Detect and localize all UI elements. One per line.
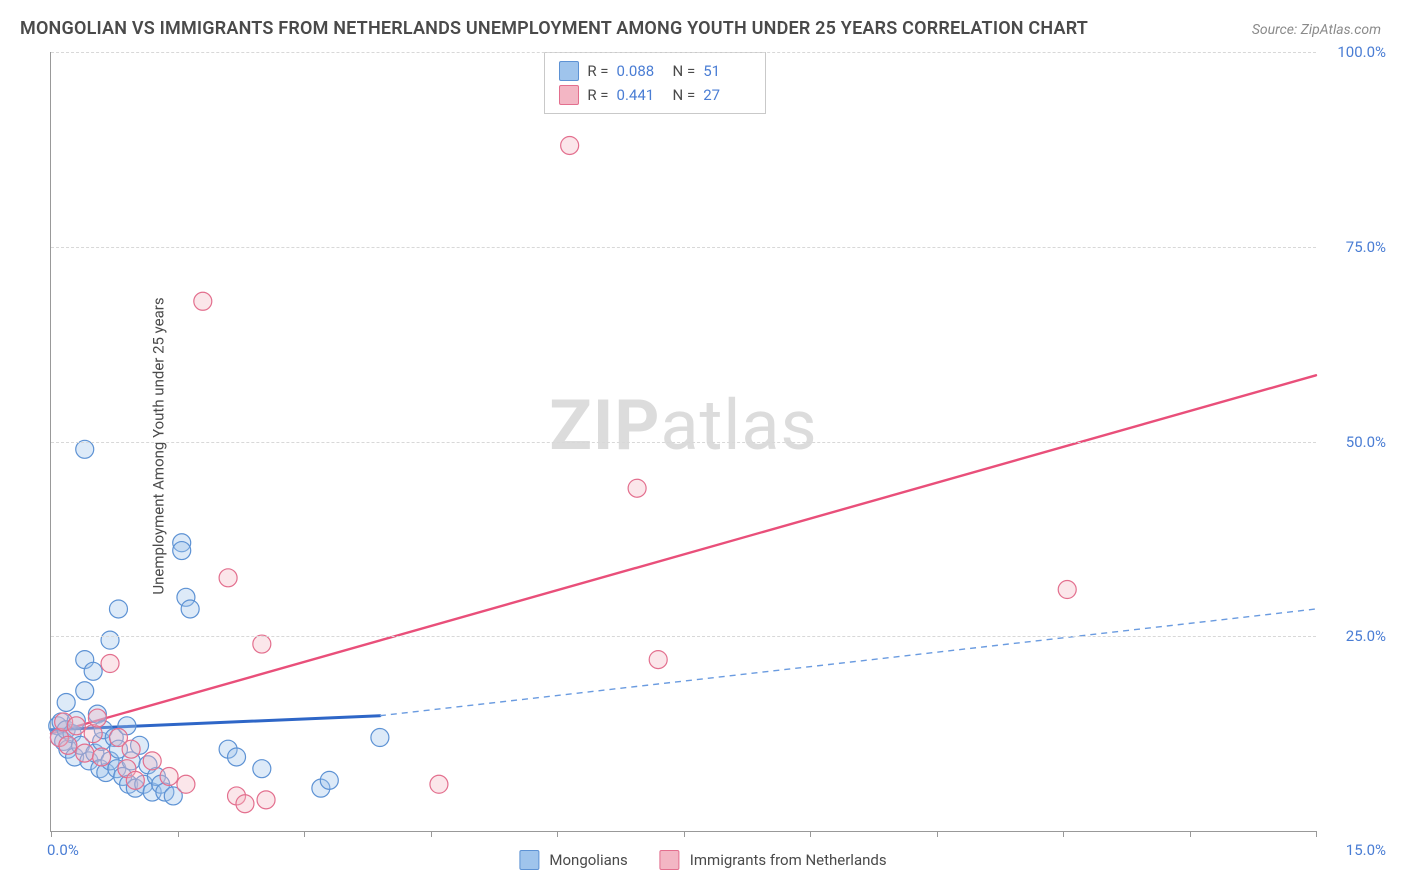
x-tick-mark xyxy=(937,831,938,837)
y-tick-label: 75.0% xyxy=(1346,238,1386,256)
correlation-row-2: R = 0.441 N = 27 xyxy=(559,83,751,107)
series-legend: Mongolians Immigrants from Netherlands xyxy=(519,850,886,870)
x-axis-max-label: 15.0% xyxy=(1346,841,1386,859)
y-tick-label: 100.0% xyxy=(1337,43,1386,61)
plot-area: ZIPatlas R = 0.088 N = 51 R = 0.441 N = … xyxy=(50,52,1316,832)
gridline xyxy=(51,636,1316,637)
x-tick-mark xyxy=(810,831,811,837)
x-tick-mark xyxy=(557,831,558,837)
x-tick-mark xyxy=(1190,831,1191,837)
source-attribution: Source: ZipAtlas.com xyxy=(1252,22,1381,38)
n-value-2: 27 xyxy=(703,83,751,107)
x-tick-mark xyxy=(304,831,305,837)
gridline xyxy=(51,52,1316,53)
correlation-row-1: R = 0.088 N = 51 xyxy=(559,59,751,83)
x-axis-min-label: 0.0% xyxy=(47,841,79,859)
correlation-legend: R = 0.088 N = 51 R = 0.441 N = 27 xyxy=(544,52,766,114)
legend-label-1: Mongolians xyxy=(549,851,627,869)
r-label: R = xyxy=(587,59,608,83)
chart-title: MONGOLIAN VS IMMIGRANTS FROM NETHERLANDS… xyxy=(20,18,1088,39)
r-label: R = xyxy=(587,83,608,107)
n-value-1: 51 xyxy=(703,59,751,83)
y-tick-label: 25.0% xyxy=(1346,627,1386,645)
y-tick-label: 50.0% xyxy=(1346,433,1386,451)
x-tick-mark xyxy=(51,831,52,837)
r-value-2: 0.441 xyxy=(617,83,665,107)
legend-swatch-1 xyxy=(519,850,539,870)
swatch-series-1 xyxy=(559,61,579,81)
x-tick-mark xyxy=(431,831,432,837)
legend-swatch-2 xyxy=(660,850,680,870)
legend-item-2: Immigrants from Netherlands xyxy=(660,850,887,870)
x-tick-mark xyxy=(1063,831,1064,837)
gridline xyxy=(51,247,1316,248)
x-tick-mark xyxy=(1316,831,1317,837)
n-label: N = xyxy=(673,59,696,83)
legend-item-1: Mongolians xyxy=(519,850,627,870)
x-tick-mark xyxy=(178,831,179,837)
n-label: N = xyxy=(673,83,696,107)
swatch-series-2 xyxy=(559,85,579,105)
gridline xyxy=(51,442,1316,443)
legend-label-2: Immigrants from Netherlands xyxy=(690,851,887,869)
r-value-1: 0.088 xyxy=(617,59,665,83)
x-tick-mark xyxy=(684,831,685,837)
